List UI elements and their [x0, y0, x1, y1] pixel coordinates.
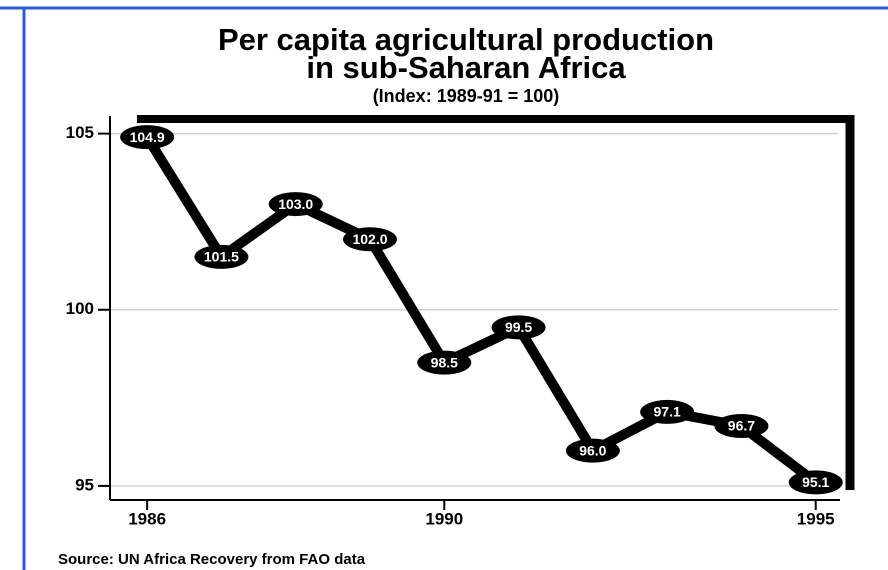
point-marker: [640, 399, 695, 424]
point-marker: [120, 125, 175, 150]
point-marker: [194, 244, 249, 269]
data-line: [142, 134, 819, 487]
y-tick-label: 105: [66, 123, 94, 142]
point-marker: [417, 350, 472, 375]
chart-title: in sub-Saharan Africa: [306, 50, 626, 85]
data-label: 96.0: [579, 442, 606, 458]
chart-title: Per capita agricultural production: [218, 22, 714, 57]
y-tick-label: 100: [66, 299, 94, 318]
x-tick-label: 1986: [128, 509, 166, 528]
point-marker: [268, 192, 323, 217]
data-label: 104.9: [130, 129, 165, 145]
x-tick-label: 1995: [797, 509, 835, 528]
data-label: 95.1: [802, 474, 829, 490]
data-label: 98.5: [431, 354, 458, 370]
source-note: Source: UN Africa Recovery from FAO data: [58, 551, 366, 568]
data-label: 103.0: [278, 196, 313, 212]
x-tick-label: 1990: [425, 509, 463, 528]
y-tick-label: 95: [75, 475, 94, 494]
data-label: 96.7: [728, 418, 755, 434]
data-label: 99.5: [505, 319, 532, 335]
point-marker: [343, 227, 397, 252]
data-label: 102.0: [352, 231, 387, 247]
data-label: 97.1: [654, 404, 681, 420]
point-marker: [714, 414, 769, 439]
data-label: 101.5: [204, 249, 239, 265]
point-marker: [491, 315, 546, 340]
chart-subtitle: (Index: 1989-91 = 100): [373, 86, 560, 106]
point-marker: [788, 470, 843, 495]
point-marker: [565, 438, 620, 463]
